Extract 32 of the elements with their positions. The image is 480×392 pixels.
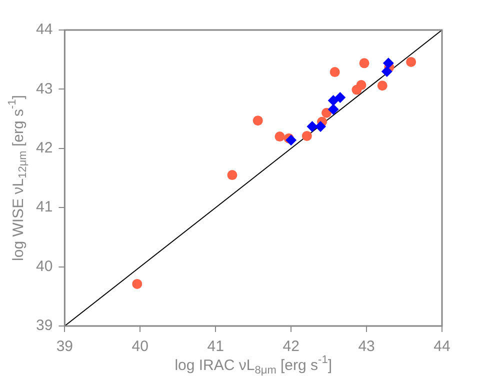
point <box>381 66 392 77</box>
point <box>322 108 332 118</box>
x-tick-label: 43 <box>358 338 375 356</box>
point <box>286 134 297 146</box>
x-tick-label: 42 <box>282 338 300 356</box>
y-tick-label: 42 <box>36 140 53 157</box>
x-tick-label: 41 <box>207 338 224 356</box>
point <box>132 278 142 289</box>
point <box>306 120 318 132</box>
point <box>377 80 388 91</box>
y-axis-title: log WISE νL12μm [erg s-1] <box>6 95 30 261</box>
y-tick-label: 39 <box>36 317 53 334</box>
x-tick-label: 44 <box>434 338 450 356</box>
point <box>330 67 340 78</box>
y-tick-label: 41 <box>36 198 53 216</box>
point <box>315 120 326 132</box>
point <box>252 116 263 126</box>
x-tick-label: 39 <box>56 338 74 356</box>
point <box>406 56 416 67</box>
point <box>328 94 339 106</box>
y-tick-label: 40 <box>36 258 53 275</box>
point <box>328 104 339 115</box>
point <box>382 58 394 69</box>
y-tick-label: 44 <box>36 21 53 38</box>
point <box>334 92 346 103</box>
point <box>359 58 370 68</box>
point <box>227 170 238 180</box>
point <box>356 80 366 90</box>
y-tick-label: 43 <box>36 80 53 98</box>
point <box>274 132 285 142</box>
x-tick-label: 40 <box>132 338 148 356</box>
point <box>302 130 312 141</box>
